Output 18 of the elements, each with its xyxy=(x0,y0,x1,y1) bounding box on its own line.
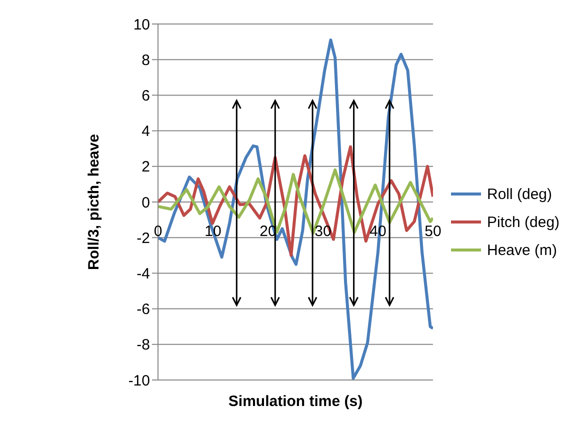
x-tick-label: 50 xyxy=(424,223,442,240)
y-tick-label: -2 xyxy=(136,230,150,247)
y-tick-label: 10 xyxy=(133,16,150,34)
y-tick-label: 6 xyxy=(142,88,150,105)
x-axis-title: Simulation time (s) xyxy=(228,393,363,410)
legend-label: Pitch (deg) xyxy=(487,214,560,230)
y-tick-label: -4 xyxy=(136,266,150,283)
y-tick-label: 4 xyxy=(142,123,150,140)
y-tick-label: -8 xyxy=(136,336,150,354)
y-tick-label: 0 xyxy=(142,194,150,212)
y-tick-label: -10 xyxy=(128,372,150,390)
y-axis-title: Roll/3, picth, heave xyxy=(85,134,102,270)
y-tick-label: 8 xyxy=(142,52,150,69)
y-tick-label: -6 xyxy=(136,301,150,318)
legend-label: Heave (m) xyxy=(487,242,558,258)
x-tick-label: 0 xyxy=(154,223,162,240)
y-tick-label: 2 xyxy=(142,158,150,176)
legend-label: Roll (deg) xyxy=(487,186,552,202)
